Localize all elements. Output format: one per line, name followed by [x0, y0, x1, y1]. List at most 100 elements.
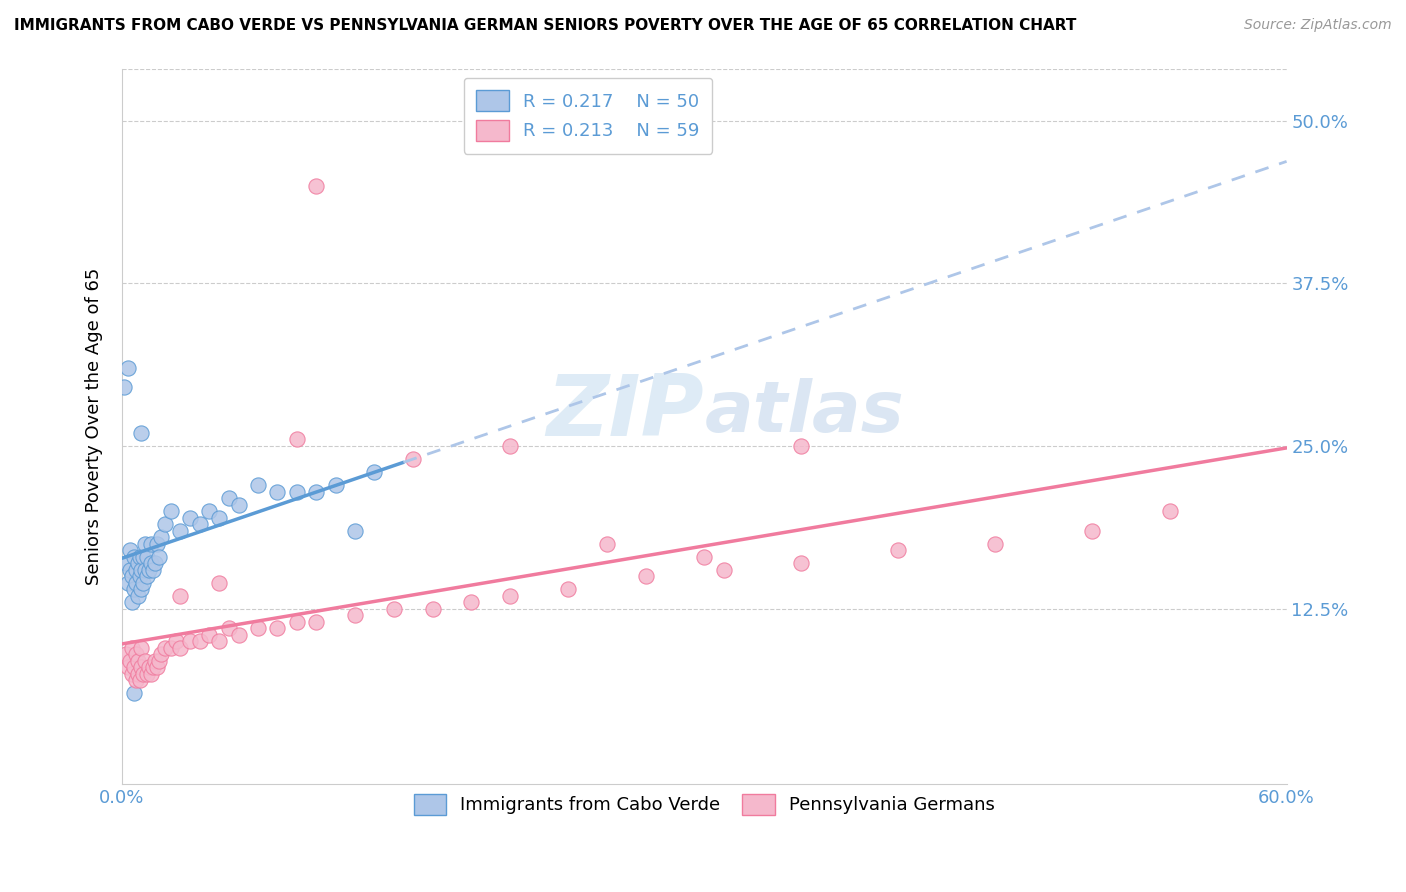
Point — [422, 601, 444, 615]
Point — [246, 621, 269, 635]
Point — [285, 433, 308, 447]
Point — [343, 608, 366, 623]
Point — [136, 549, 159, 564]
Point — [887, 543, 910, 558]
Point — [246, 478, 269, 492]
Point — [128, 549, 150, 564]
Point — [142, 660, 165, 674]
Point — [363, 465, 385, 479]
Point — [325, 478, 347, 492]
Point — [179, 510, 201, 524]
Point — [127, 666, 149, 681]
Point — [132, 575, 155, 590]
Point — [141, 536, 163, 550]
Point — [499, 439, 522, 453]
Point — [596, 536, 619, 550]
Point — [122, 549, 145, 564]
Point — [142, 563, 165, 577]
Point — [159, 640, 181, 655]
Point — [179, 634, 201, 648]
Point — [198, 504, 221, 518]
Text: IMMIGRANTS FROM CABO VERDE VS PENNSYLVANIA GERMAN SENIORS POVERTY OVER THE AGE O: IMMIGRANTS FROM CABO VERDE VS PENNSYLVAN… — [14, 18, 1077, 33]
Text: ZIP: ZIP — [547, 371, 704, 454]
Point — [713, 563, 735, 577]
Point — [499, 589, 522, 603]
Point — [266, 484, 288, 499]
Point — [208, 510, 231, 524]
Point — [636, 569, 658, 583]
Point — [169, 589, 191, 603]
Point — [402, 452, 425, 467]
Point — [153, 517, 176, 532]
Point — [343, 524, 366, 538]
Point — [118, 563, 141, 577]
Point — [131, 563, 153, 577]
Point — [122, 582, 145, 597]
Point — [121, 595, 143, 609]
Point — [218, 491, 240, 505]
Y-axis label: Seniors Poverty Over the Age of 65: Seniors Poverty Over the Age of 65 — [86, 268, 103, 585]
Point — [285, 615, 308, 629]
Point — [169, 640, 191, 655]
Point — [169, 524, 191, 538]
Point — [127, 556, 149, 570]
Point — [127, 654, 149, 668]
Point — [122, 686, 145, 700]
Point — [146, 660, 169, 674]
Point — [285, 484, 308, 499]
Point — [124, 563, 146, 577]
Point — [148, 549, 170, 564]
Legend: Immigrants from Cabo Verde, Pennsylvania Germans: Immigrants from Cabo Verde, Pennsylvania… — [402, 783, 1005, 825]
Point — [159, 504, 181, 518]
Point — [128, 673, 150, 688]
Point — [141, 666, 163, 681]
Point — [118, 543, 141, 558]
Point — [188, 634, 211, 648]
Point — [117, 660, 139, 674]
Point — [117, 575, 139, 590]
Point — [115, 647, 138, 661]
Point — [984, 536, 1007, 550]
Point — [131, 660, 153, 674]
Point — [138, 660, 160, 674]
Point — [790, 439, 813, 453]
Point — [266, 621, 288, 635]
Point — [143, 556, 166, 570]
Point — [115, 556, 138, 570]
Point — [218, 621, 240, 635]
Point — [198, 628, 221, 642]
Point — [228, 498, 250, 512]
Point — [131, 640, 153, 655]
Point — [148, 654, 170, 668]
Point — [122, 660, 145, 674]
Point — [790, 556, 813, 570]
Point — [460, 595, 482, 609]
Text: atlas: atlas — [704, 377, 904, 447]
Point — [136, 666, 159, 681]
Point — [149, 530, 172, 544]
Point — [127, 589, 149, 603]
Point — [165, 634, 187, 648]
Point — [138, 563, 160, 577]
Text: Source: ZipAtlas.com: Source: ZipAtlas.com — [1244, 18, 1392, 32]
Point — [134, 536, 156, 550]
Point — [305, 484, 328, 499]
Point — [134, 563, 156, 577]
Point — [228, 628, 250, 642]
Point — [382, 601, 405, 615]
Point — [305, 178, 328, 193]
Point — [131, 582, 153, 597]
Point — [136, 569, 159, 583]
Point — [305, 615, 328, 629]
Point — [1081, 524, 1104, 538]
Point — [208, 575, 231, 590]
Point — [141, 556, 163, 570]
Point — [143, 654, 166, 668]
Point — [112, 380, 135, 394]
Point — [121, 666, 143, 681]
Point — [132, 549, 155, 564]
Point — [188, 517, 211, 532]
Point — [131, 425, 153, 440]
Point — [128, 569, 150, 583]
Point — [121, 569, 143, 583]
